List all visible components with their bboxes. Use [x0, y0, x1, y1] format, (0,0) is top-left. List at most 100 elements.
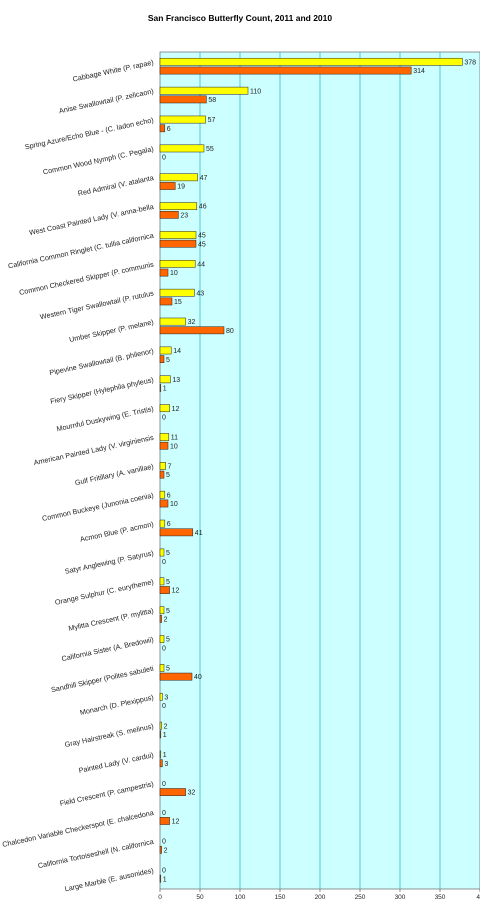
- bar-series-1: [159, 577, 165, 586]
- data-label: 2: [164, 617, 168, 624]
- data-label: 45: [198, 241, 206, 248]
- data-label: 6: [167, 521, 171, 528]
- bar-series-1: [159, 375, 171, 384]
- data-label: 5: [166, 357, 170, 364]
- data-label: 11: [171, 435, 178, 442]
- data-label: 6: [167, 492, 171, 499]
- data-label: 0: [162, 645, 166, 652]
- bar-series-1: [159, 173, 198, 182]
- bar-series-2: [159, 355, 165, 364]
- data-label: 5: [166, 472, 170, 479]
- bars: [159, 57, 463, 883]
- bar-series-2: [159, 788, 186, 796]
- data-label: 5: [166, 550, 170, 557]
- category-label: Large Marble (E. ausonides): [64, 866, 155, 894]
- data-label: 43: [196, 290, 204, 297]
- x-tick-label: 200: [315, 894, 326, 899]
- data-label: 12: [172, 406, 180, 413]
- x-tick-label: 40: [476, 894, 480, 899]
- bar-series-2: [159, 441, 169, 450]
- data-label: 5: [166, 579, 170, 586]
- bar-series-1: [159, 404, 170, 413]
- data-label: 10: [170, 443, 178, 450]
- category-label: Fiery Skipper (Hylephila phyleus): [49, 375, 154, 406]
- bar-series-2: [159, 182, 176, 190]
- data-label: 23: [180, 212, 188, 219]
- bar-series-1: [159, 144, 205, 153]
- data-label: 13: [172, 377, 180, 384]
- data-label: 12: [172, 588, 180, 595]
- category-label: Common Wood Nymph (C. Pegala): [42, 144, 154, 176]
- data-label: 110: [250, 88, 261, 95]
- data-label: 3: [164, 694, 168, 701]
- bar-series-1: [159, 115, 206, 124]
- bar-series-2: [159, 268, 169, 277]
- x-tick-label: 100: [235, 894, 246, 899]
- data-label: 1: [163, 752, 167, 759]
- chart-title: San Francisco Butterfly Count, 2011 and …: [147, 13, 333, 23]
- x-tick-label: 50: [196, 894, 204, 899]
- data-label: 40: [194, 674, 202, 681]
- bar-series-1: [159, 692, 163, 701]
- data-label: 0: [162, 839, 166, 846]
- data-label: 46: [199, 204, 207, 211]
- bar-series-2: [159, 297, 173, 306]
- x-tick-label: 150: [275, 894, 286, 899]
- bar-series-1: [159, 433, 170, 441]
- bar-series-2: [159, 326, 225, 335]
- data-label: 314: [413, 68, 425, 75]
- bar-series-2: [159, 384, 162, 392]
- bar-series-1: [159, 462, 166, 470]
- data-label: 32: [188, 790, 196, 797]
- data-label: 5: [166, 666, 170, 673]
- data-label: 12: [172, 819, 180, 826]
- bar-series-2: [159, 730, 162, 739]
- category-label: Cabbage White (P. rapae): [72, 58, 155, 84]
- category-label: Field Crescent (P. campestris): [59, 779, 155, 808]
- category-label: American Painted Lady (V. virginiensis: [33, 433, 155, 467]
- bar-series-2: [159, 817, 170, 825]
- bar-series-1: [159, 317, 186, 326]
- bar-series-2: [159, 470, 165, 479]
- data-label: 57: [208, 117, 216, 124]
- bar-series-1: [159, 664, 165, 672]
- data-label: 58: [208, 97, 216, 104]
- data-label: 0: [162, 868, 166, 875]
- bar-series-2: [159, 95, 207, 104]
- category-label: Sandhill Skipper (Polites sabuleti: [50, 664, 155, 695]
- category-label: West Coast Painted Lady (V. anna-bella: [28, 202, 154, 237]
- category-label: Common Buckeye (Junonia coenia): [41, 491, 154, 523]
- category-label: Mournful Duskywing (E. Tristis): [56, 404, 155, 433]
- data-label: 2: [164, 847, 168, 854]
- bar-series-1: [159, 288, 195, 297]
- data-label: 378: [464, 59, 476, 66]
- bar-series-2: [159, 66, 412, 75]
- data-label: 55: [206, 146, 214, 153]
- bar-series-1: [159, 519, 166, 528]
- category-label: Anise Swallowtail (P. zelicaon): [58, 86, 154, 115]
- data-label: 45: [198, 233, 206, 240]
- bar-series-1: [159, 86, 249, 95]
- bar-series-2: [159, 528, 194, 537]
- data-label: 0: [162, 810, 166, 817]
- data-label: 5: [166, 637, 170, 644]
- category-label: Painted Lady (V. cardui): [78, 750, 155, 775]
- category-label: Orange Sulphur (C. eurytheme): [54, 577, 154, 607]
- data-label: 10: [170, 270, 178, 277]
- bar-series-1: [159, 346, 172, 355]
- bar-series-2: [159, 672, 193, 681]
- data-label: 1: [163, 876, 167, 883]
- bar-series-1: [159, 57, 463, 66]
- x-tick-label: 0: [158, 894, 162, 899]
- bar-series-1: [159, 490, 166, 499]
- category-label: Mylitta Crescent (P. mylitta): [68, 606, 155, 633]
- category-label: Gray Hairstreak (S. melinus): [64, 721, 155, 749]
- x-axis: 0 50 100 150 200 250 300 350 40: [158, 889, 480, 899]
- bar-series-2: [159, 499, 169, 508]
- category-label: California Tortoiseshell (N. californica: [37, 837, 154, 870]
- data-label: 32: [188, 319, 196, 326]
- data-label: 6: [167, 126, 171, 133]
- data-label: 2: [164, 723, 168, 730]
- data-label: 10: [170, 501, 178, 508]
- category-label: Umber Skipper (P. melane): [68, 317, 154, 344]
